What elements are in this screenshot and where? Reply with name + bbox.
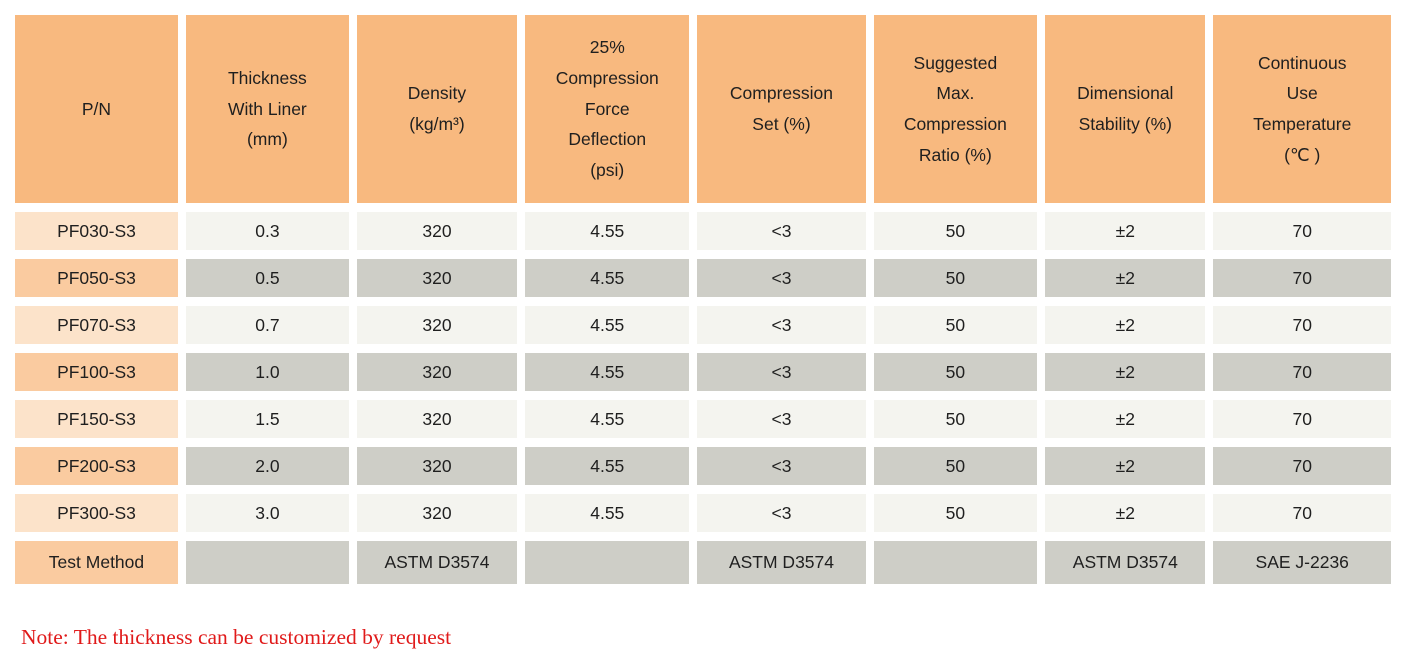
cell-density: 320 [356, 212, 518, 250]
cell-max-compression-ratio: 50 [873, 353, 1038, 391]
header-cell-compression-force-deflection: 25% Compression Force Deflection (psi) [525, 15, 690, 203]
cell-pn: PF100-S3 [15, 353, 178, 391]
cell-compression-set: <3 [697, 447, 866, 485]
cell-dimensional-stability: ±2 [1045, 306, 1206, 344]
cell-density: 320 [356, 494, 518, 532]
cell-compression-set: <3 [697, 212, 866, 250]
cell-cfd: 4.55 [525, 447, 690, 485]
cell-pn: PF050-S3 [15, 259, 178, 297]
header-cell-pn: P/N [15, 15, 178, 203]
cell-temperature: 70 [1213, 353, 1391, 391]
cell-temperature: 70 [1213, 400, 1391, 438]
cell-max-compression-ratio: 50 [873, 212, 1038, 250]
cell-temperature: 70 [1213, 494, 1391, 532]
table-row: PF100-S3 1.0 320 4.55 <3 50 ±2 70 [15, 353, 1391, 391]
cell-pn: PF200-S3 [15, 447, 178, 485]
cell-thickness: 0.3 [185, 212, 349, 250]
cell-thickness: 0.5 [185, 259, 349, 297]
cell-pn: PF030-S3 [15, 212, 178, 250]
cell-density: 320 [356, 447, 518, 485]
cell-max-compression-ratio: 50 [873, 306, 1038, 344]
cell-max-compression-ratio: 50 [873, 494, 1038, 532]
cell-compression-set: <3 [697, 494, 866, 532]
cell-test-method-label: Test Method [15, 541, 178, 584]
cell-temperature: 70 [1213, 447, 1391, 485]
cell-temperature: 70 [1213, 212, 1391, 250]
cell-cfd: 4.55 [525, 353, 690, 391]
product-spec-table: P/N Thickness With Liner (mm) Density (k… [7, 6, 1399, 593]
test-method-row: Test Method ASTM D3574 ASTM D3574 ASTM D… [15, 541, 1391, 584]
cell-test-method-dimensional-stability: ASTM D3574 [1045, 541, 1206, 584]
cell-density: 320 [356, 400, 518, 438]
cell-temperature: 70 [1213, 259, 1391, 297]
header-cell-density: Density (kg/m³) [356, 15, 518, 203]
cell-pn: PF150-S3 [15, 400, 178, 438]
cell-cfd: 4.55 [525, 494, 690, 532]
header-cell-thickness: Thickness With Liner (mm) [185, 15, 349, 203]
cell-max-compression-ratio: 50 [873, 447, 1038, 485]
cell-test-method-density: ASTM D3574 [356, 541, 518, 584]
cell-test-method-max-compression-ratio [873, 541, 1038, 584]
cell-test-method-temperature: SAE J-2236 [1213, 541, 1391, 584]
cell-cfd: 4.55 [525, 400, 690, 438]
table-row: PF150-S3 1.5 320 4.55 <3 50 ±2 70 [15, 400, 1391, 438]
cell-compression-set: <3 [697, 259, 866, 297]
cell-dimensional-stability: ±2 [1045, 400, 1206, 438]
cell-test-method-cfd [525, 541, 690, 584]
cell-dimensional-stability: ±2 [1045, 212, 1206, 250]
cell-thickness: 2.0 [185, 447, 349, 485]
cell-density: 320 [356, 306, 518, 344]
cell-max-compression-ratio: 50 [873, 259, 1038, 297]
cell-thickness: 3.0 [185, 494, 349, 532]
cell-compression-set: <3 [697, 353, 866, 391]
table-row: PF030-S3 0.3 320 4.55 <3 50 ±2 70 [15, 212, 1391, 250]
cell-dimensional-stability: ±2 [1045, 447, 1206, 485]
cell-pn: PF300-S3 [15, 494, 178, 532]
cell-temperature: 70 [1213, 306, 1391, 344]
cell-dimensional-stability: ±2 [1045, 259, 1206, 297]
table-row: PF200-S3 2.0 320 4.55 <3 50 ±2 70 [15, 447, 1391, 485]
cell-density: 320 [356, 259, 518, 297]
cell-test-method-compression-set: ASTM D3574 [697, 541, 866, 584]
cell-thickness: 1.0 [185, 353, 349, 391]
cell-cfd: 4.55 [525, 306, 690, 344]
cell-thickness: 1.5 [185, 400, 349, 438]
table-row: PF300-S3 3.0 320 4.55 <3 50 ±2 70 [15, 494, 1391, 532]
cell-dimensional-stability: ±2 [1045, 353, 1206, 391]
cell-cfd: 4.55 [525, 259, 690, 297]
table-row: PF050-S3 0.5 320 4.55 <3 50 ±2 70 [15, 259, 1391, 297]
note-text: Note: The thickness can be customized by… [21, 625, 452, 649]
cell-dimensional-stability: ±2 [1045, 494, 1206, 532]
cell-cfd: 4.55 [525, 212, 690, 250]
header-cell-compression-set: Compression Set (%) [697, 15, 866, 203]
cell-compression-set: <3 [697, 306, 866, 344]
header-row: P/N Thickness With Liner (mm) Density (k… [15, 15, 1391, 203]
cell-pn: PF070-S3 [15, 306, 178, 344]
table-row: PF070-S3 0.7 320 4.55 <3 50 ±2 70 [15, 306, 1391, 344]
header-cell-dimensional-stability: Dimensional Stability (%) [1045, 15, 1206, 203]
header-cell-max-compression-ratio: Suggested Max. Compression Ratio (%) [873, 15, 1038, 203]
header-cell-continuous-use-temperature: Continuous Use Temperature (℃ ) [1213, 15, 1391, 203]
cell-max-compression-ratio: 50 [873, 400, 1038, 438]
cell-density: 320 [356, 353, 518, 391]
cell-thickness: 0.7 [185, 306, 349, 344]
cell-test-method-thickness [185, 541, 349, 584]
cell-compression-set: <3 [697, 400, 866, 438]
